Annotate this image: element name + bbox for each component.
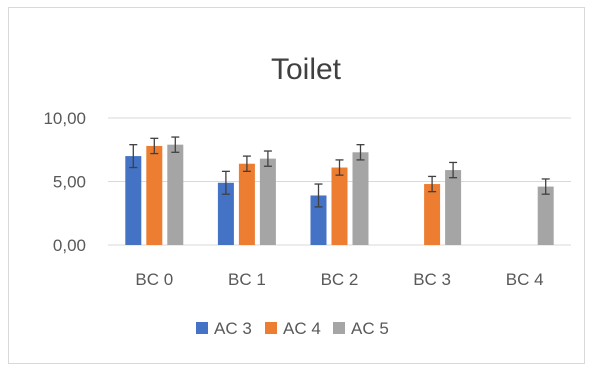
error-bar [356,144,365,161]
legend: AC 3 AC 4 AC 5 [196,319,389,338]
bar [424,184,441,245]
chart-frame [8,7,585,364]
bar [352,152,369,245]
bar [125,156,142,245]
y-tick-label: 5,00 [53,173,86,192]
chart-title: Toilet [271,53,342,86]
bar [331,167,348,245]
legend-item: AC 4 [265,319,321,338]
legend-label: AC 5 [351,319,389,338]
bar [310,195,327,245]
error-bars [129,136,550,208]
error-bar [129,144,138,169]
error-bar [541,178,550,195]
bar [217,182,234,245]
error-bar [221,170,230,195]
error-bar [335,159,344,176]
y-tick-label: 10,00 [43,109,86,128]
error-bar [242,155,251,172]
error-bar [263,150,272,167]
legend-swatch [333,322,345,334]
bar [238,163,255,245]
error-bar [150,137,159,155]
x-tick-label: BC 1 [228,270,266,289]
bars [125,144,554,245]
error-bar [314,183,323,208]
bar [259,158,276,245]
x-tick-label: BC 4 [506,270,544,289]
y-axis-tick-labels: 0,00 5,00 10,00 [43,109,86,255]
legend-label: AC 3 [214,319,252,338]
error-bar [171,136,180,153]
bar [537,186,554,245]
legend-swatch [196,322,208,334]
x-tick-label: BC 0 [135,270,173,289]
x-tick-label: BC 3 [413,270,451,289]
error-bar [449,161,458,179]
bar [445,170,462,245]
bar [146,145,163,245]
x-tick-label: BC 2 [321,270,359,289]
legend-item: AC 3 [196,319,252,338]
legend-item: AC 5 [333,319,389,338]
y-tick-label: 0,00 [53,236,86,255]
legend-swatch [265,322,277,334]
error-bar [428,175,437,193]
bar [167,144,184,245]
legend-label: AC 4 [283,319,321,338]
x-axis-category-labels: BC 0 BC 1 BC 2 BC 3 BC 4 [135,270,543,289]
